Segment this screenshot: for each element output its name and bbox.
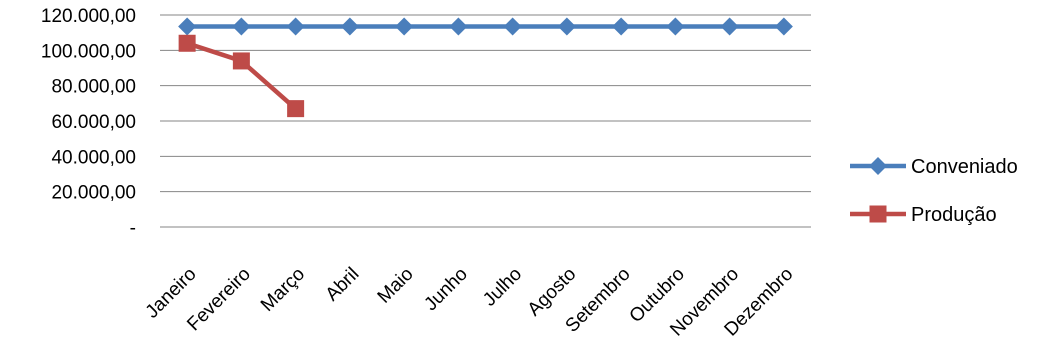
y-tick-label: 60.000,00 bbox=[51, 112, 136, 133]
data-point bbox=[178, 17, 197, 36]
legend-item: Conveniado bbox=[850, 156, 1018, 178]
series-group bbox=[178, 17, 793, 118]
data-point bbox=[503, 17, 522, 36]
x-tick-label: Março bbox=[257, 264, 309, 316]
data-point bbox=[178, 34, 196, 52]
data-point bbox=[232, 52, 250, 70]
data-point bbox=[774, 17, 793, 36]
y-axis-ticks: - 20.000,00 40.000,00 60.000,00 80.000,00 100… bbox=[41, 6, 136, 239]
x-tick-label: Junho bbox=[420, 264, 471, 315]
y-tick-label: 120.000,00 bbox=[41, 6, 136, 27]
series-produção bbox=[178, 34, 305, 118]
y-tick-label: 100.000,00 bbox=[41, 41, 136, 62]
data-point bbox=[666, 17, 685, 36]
y-tick-label: 20.000,00 bbox=[51, 183, 136, 204]
data-point bbox=[869, 157, 887, 175]
y-tick-label: - bbox=[130, 218, 136, 239]
data-point bbox=[720, 17, 739, 36]
y-tick-label: 40.000,00 bbox=[51, 147, 136, 168]
gridlines bbox=[160, 14, 811, 228]
data-point bbox=[869, 205, 887, 223]
data-point bbox=[449, 17, 468, 36]
data-point bbox=[287, 100, 305, 118]
legend-item: Produção bbox=[850, 204, 997, 226]
x-tick-label: Maio bbox=[374, 264, 418, 308]
data-point bbox=[395, 17, 414, 36]
x-tick-label: Julho bbox=[479, 264, 526, 311]
data-point bbox=[612, 17, 631, 36]
legend-label: Conveniado bbox=[911, 156, 1018, 178]
series-conveniado bbox=[178, 17, 793, 36]
legend-label: Produção bbox=[911, 204, 997, 226]
data-point bbox=[340, 17, 359, 36]
y-tick-label: 80.000,00 bbox=[51, 77, 136, 98]
x-tick-label: Abril bbox=[322, 264, 364, 306]
data-point bbox=[557, 17, 576, 36]
data-point bbox=[286, 17, 305, 36]
data-point bbox=[232, 17, 251, 36]
legend: Conveniado Produção bbox=[850, 156, 1018, 226]
